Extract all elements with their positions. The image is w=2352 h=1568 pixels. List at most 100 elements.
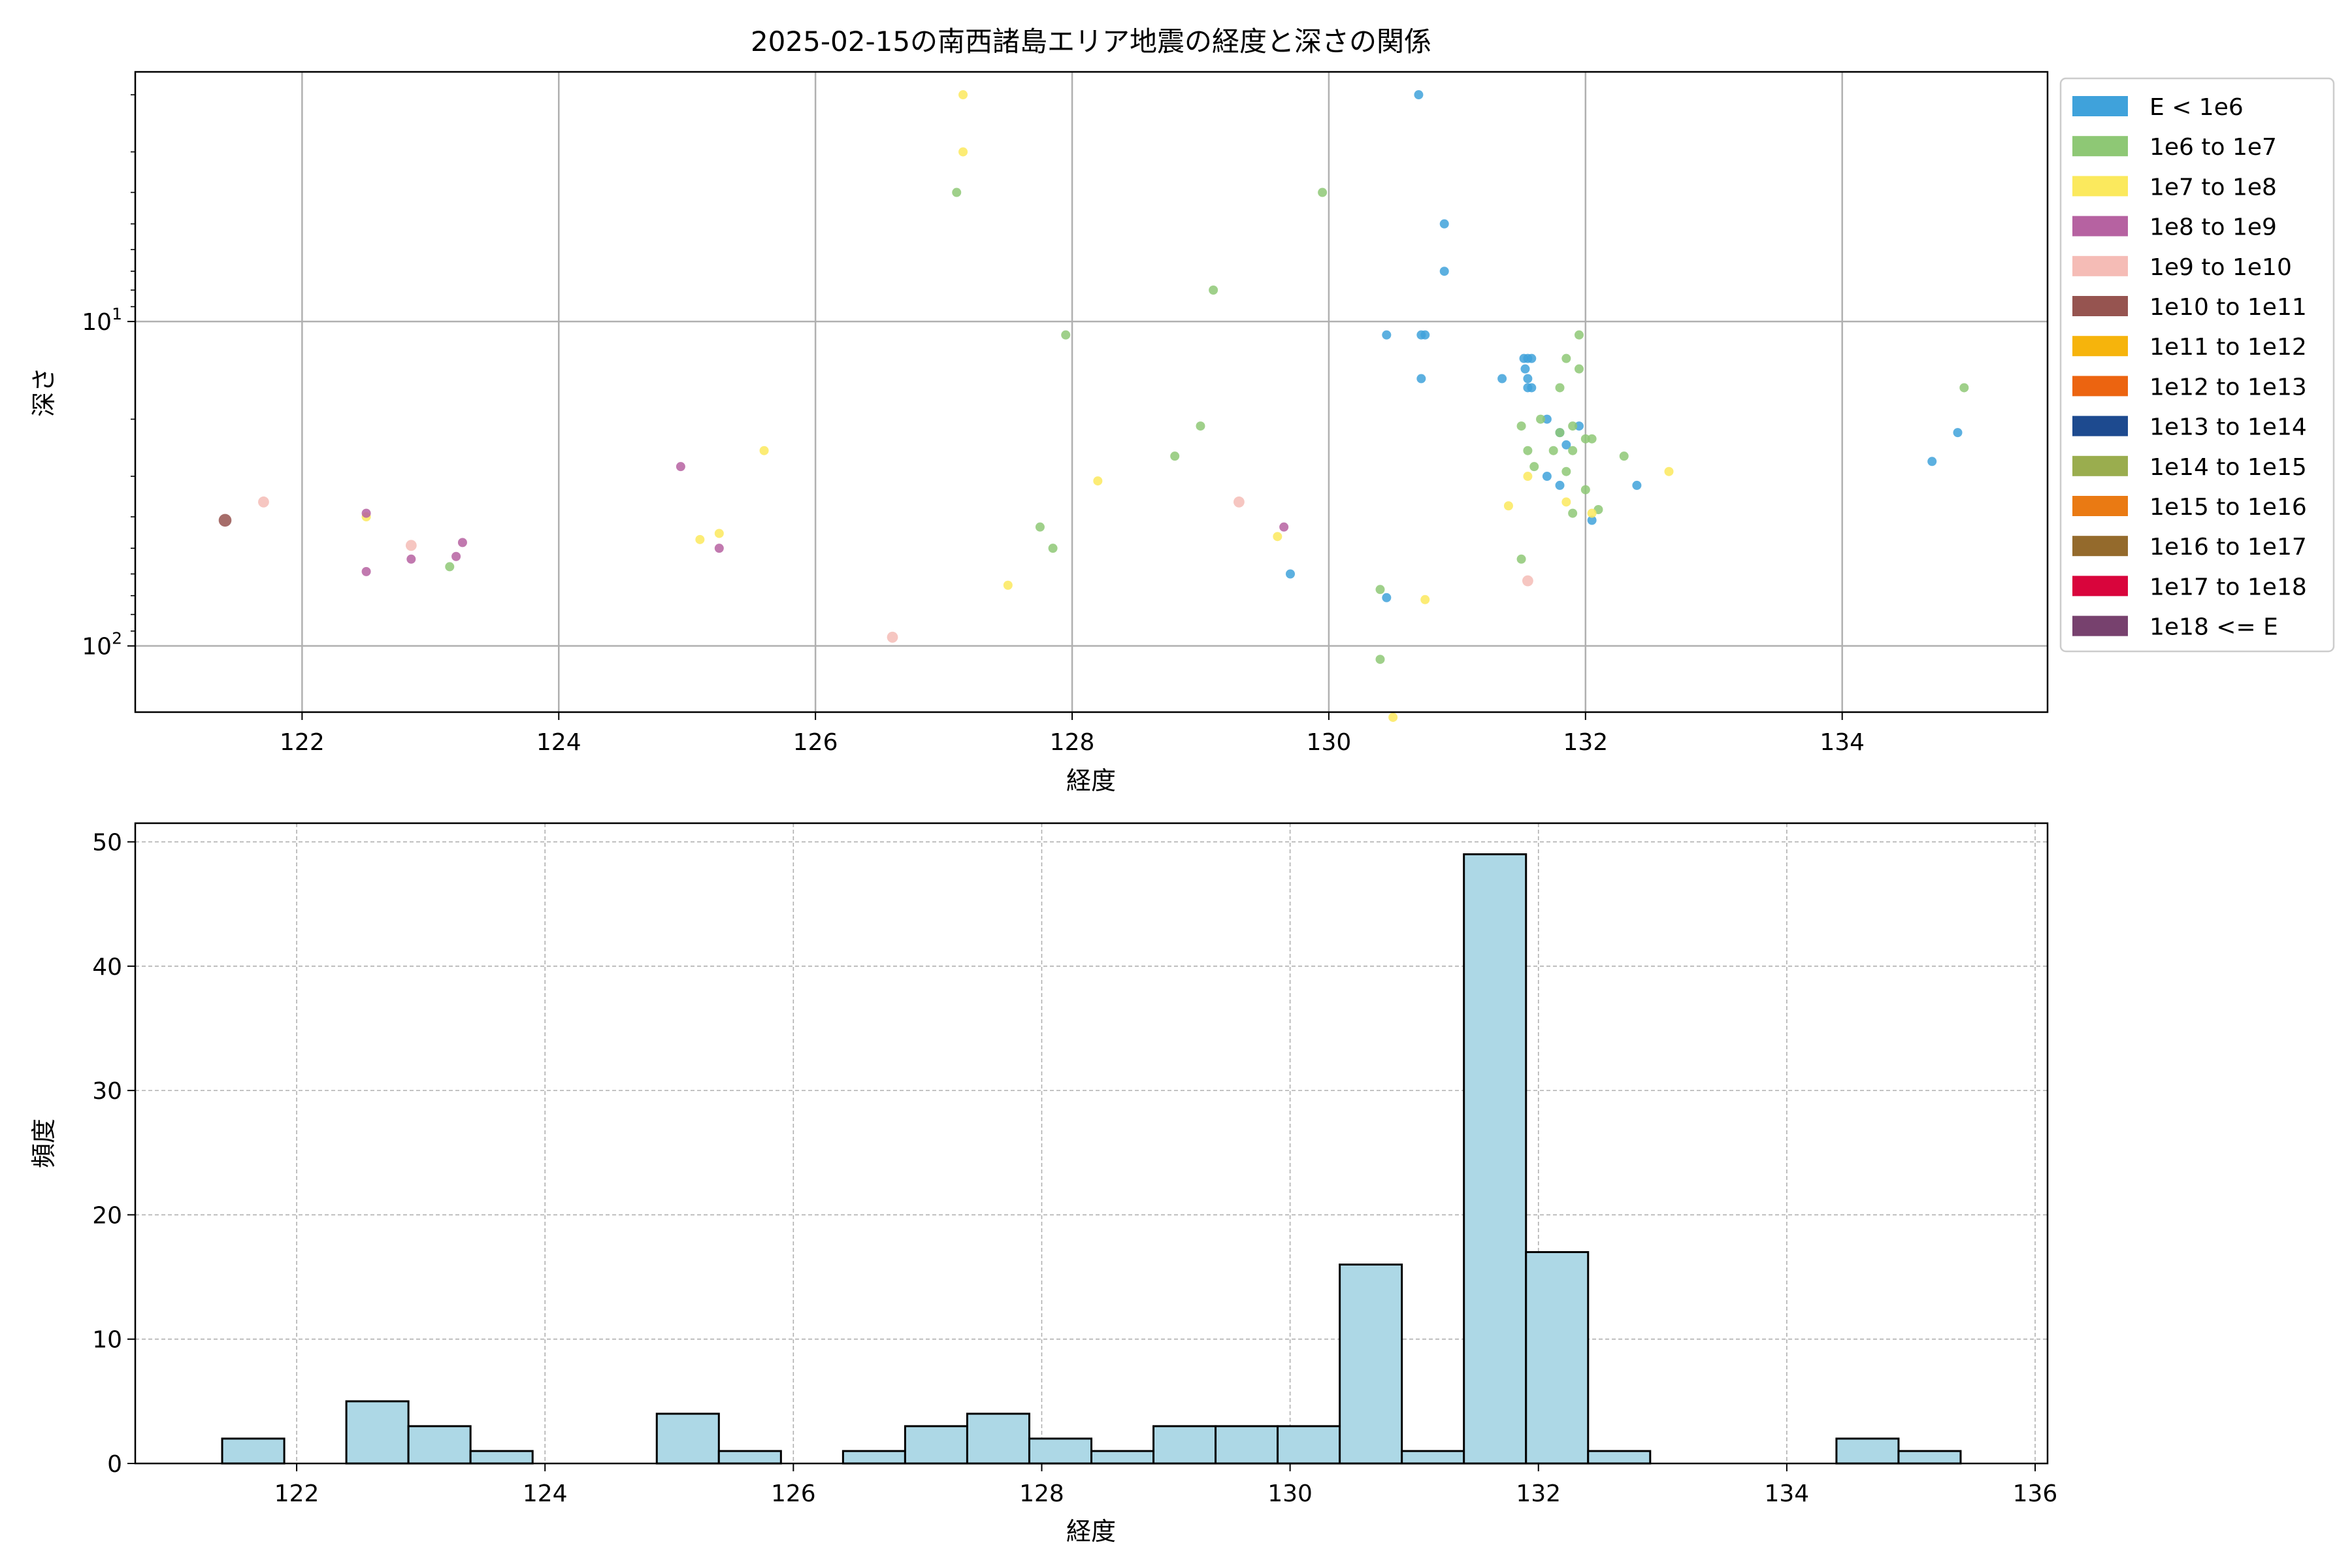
scatter-point [714,529,724,538]
scatter-point [1927,457,1937,466]
scatter-point [1516,421,1526,431]
scatter-point [1196,421,1205,431]
histogram-y-tick-label: 0 [107,1451,122,1478]
histogram-x-axis: 122 124 126 128 130 132 134 136 [274,1463,2057,1507]
histogram-x-tick-label: 132 [1516,1480,1561,1507]
scatter-point [445,562,455,572]
legend-label: 1e15 to 1e16 [2149,494,2307,521]
legend-swatch [2072,536,2128,557]
histogram-bar [1835,1437,1900,1465]
scatter-point [1318,188,1328,197]
legend-label: 1e13 to 1e14 [2149,414,2307,441]
scatter-y-label: 深さ [29,367,58,417]
scatter-point [958,147,968,157]
scatter-x-tick-label: 132 [1563,729,1608,756]
scatter-point [1542,414,1552,424]
legend-label: E < 1e6 [2149,94,2244,121]
scatter-point [1048,544,1058,553]
scatter-point [958,90,968,100]
legend-swatch [2072,96,2128,116]
scatter-point [1497,374,1507,384]
scatter-point [887,631,898,643]
scatter-point [1580,434,1590,444]
scatter-point [1414,90,1424,100]
scatter-point [1568,446,1578,455]
histogram-bar [841,1450,906,1465]
scatter-point [1555,383,1565,393]
scatter-point [1568,508,1578,518]
scatter-point [1279,522,1289,532]
histogram-x-tick-label: 134 [1765,1480,1810,1507]
scatter-point [1416,374,1426,384]
scatter-point [406,554,416,564]
legend-swatch [2072,216,2128,237]
histogram-y-axis: 0 10 20 30 40 50 [92,830,135,1478]
histogram-y-tick-label: 20 [92,1202,122,1229]
scatter-point [1003,580,1013,590]
scatter-point [1561,466,1571,476]
legend-label: 1e8 to 1e9 [2149,214,2277,241]
scatter-point [1209,285,1218,295]
histogram-bar [1525,1251,1590,1465]
scatter-point [1520,364,1530,374]
histogram-bar [1339,1264,1403,1465]
scatter-point [1170,451,1180,461]
scatter-point [1561,353,1571,363]
scatter-point [1382,330,1392,340]
scatter-plot-frame [134,71,2049,713]
scatter-point [1959,383,1969,393]
histogram-y-tick-label: 50 [92,830,122,857]
scatter-point [1523,374,1533,384]
legend-label: 1e17 to 1e18 [2149,574,2307,600]
histogram-x-tick-label: 130 [1267,1480,1313,1507]
legend-frame [2059,77,2335,653]
scatter-point [1503,501,1513,511]
histogram-bar [1897,1450,1962,1465]
legend-swatch [2072,615,2128,636]
legend-swatch [2072,416,2128,436]
histogram-bars [221,853,1962,1465]
histogram-y-tick-label: 40 [92,954,122,981]
scatter-point [1523,472,1533,482]
scatter-point [1587,515,1597,525]
scatter-x-tick-label: 126 [793,729,838,756]
legend-label: 1e11 to 1e12 [2149,334,2307,361]
scatter-point [1420,330,1430,340]
scatter-point [1439,267,1449,276]
histogram-bar [1090,1450,1155,1465]
scatter-point [952,188,962,197]
histogram-bar [966,1413,1030,1465]
histogram-bar [1587,1450,1652,1465]
scatter-point [1061,330,1071,340]
scatter-point [361,566,371,576]
histogram-bar [904,1425,968,1465]
histogram-x-tick-label: 124 [523,1480,568,1507]
legend-label: 1e9 to 1e10 [2149,254,2292,281]
legend-swatch [2072,376,2128,397]
scatter-panel: 2025-02-15の南西諸島エリア地震の経度と深さの関係 122 124 126 1… [29,25,2049,795]
scatter-x-tick-label: 134 [1820,729,1865,756]
legend-swatch [2072,576,2128,596]
legend-swatch [2072,255,2128,276]
histogram-bar [1152,1425,1217,1465]
scatter-point [1388,712,1398,722]
scatter-point [1561,440,1571,449]
scatter-point [1555,428,1565,438]
scatter-point [1439,219,1449,229]
scatter-point [1382,593,1392,602]
legend-items: E < 1e6 1e6 to 1e7 1e7 to 1e8 1e8 to 1e9 1e9… [2072,94,2307,641]
scatter-point [695,534,705,544]
legend-swatch [2072,496,2128,516]
histogram-y-tick-label: 10 [92,1327,122,1354]
histogram-y-label: 頻度 [29,1119,58,1168]
legend-label: 1e6 to 1e7 [2149,134,2277,161]
scatter-point [457,538,467,547]
scatter-point [1375,585,1385,595]
scatter-point [1273,532,1282,542]
scatter-point [1527,383,1537,393]
scatter-title: 2025-02-15の南西諸島エリア地震の経度と深さの関係 [751,25,1431,57]
histogram-bar [407,1425,472,1465]
histogram-x-tick-label: 122 [274,1480,319,1507]
